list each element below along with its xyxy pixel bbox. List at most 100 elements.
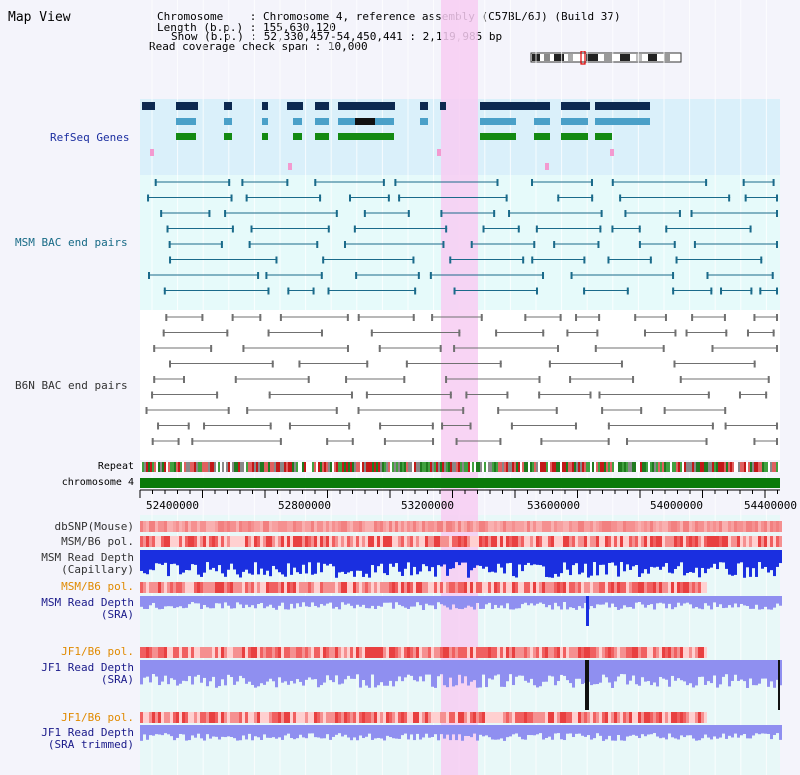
- msm-b6-pol-sra-band: [581, 582, 584, 593]
- msm-capillary-depth: [215, 550, 218, 572]
- msm-bac-pair: [626, 287, 629, 295]
- msm-bac-pair: [535, 287, 538, 295]
- dbsnp-band: [692, 521, 695, 532]
- dbsnp-band: [764, 521, 767, 532]
- jf1-b6-pol-trimmed-band: [416, 712, 419, 723]
- msm-b6-pol-band: [206, 536, 209, 547]
- repeat-band: [538, 462, 540, 472]
- track-label-msm-bac[interactable]: MSM BAC end pairs: [15, 236, 128, 249]
- jf1-b6-pol-trimmed-band: [197, 712, 200, 723]
- msm-sra-depth: [632, 596, 635, 609]
- jf1-trimmed-depth: [221, 725, 224, 737]
- msm-b6-pol-band: [494, 536, 497, 547]
- msm-b6-pol-band: [665, 536, 668, 547]
- jf1-b6-pol-trimmed-band: [332, 712, 335, 723]
- jf1-sra-depth: [488, 660, 491, 679]
- msm-sra-depth: [248, 596, 251, 608]
- msm-b6-pol-band: [458, 536, 461, 547]
- msm-b6-pol-sra-band: [347, 582, 350, 593]
- msm-bac-pair: [327, 287, 330, 295]
- msm-bac-pair: [675, 256, 678, 264]
- jf1-b6-pol-trimmed-band: [377, 712, 380, 723]
- dbsnp-band: [632, 521, 635, 532]
- msm-b6-pol-sra-band: [194, 582, 197, 593]
- jf1-trimmed-depth: [251, 725, 254, 741]
- jf1-b6-pol-trimmed-band: [245, 712, 248, 723]
- msm-b6-pol-sra-band: [419, 582, 422, 593]
- jf1-b6-pol-band: [257, 647, 260, 658]
- msm-b6-pol-band: [371, 536, 374, 547]
- jf1-sra-depth: [419, 660, 422, 677]
- jf1-sra-depth: [173, 660, 176, 680]
- axis-tick-label: 53200000: [401, 499, 454, 512]
- msm-sra-depth: [140, 596, 143, 607]
- repeat-band: [260, 462, 262, 472]
- repeat-band: [432, 462, 434, 472]
- msm-bac-pair: [672, 272, 675, 279]
- b6n-bac-pair: [643, 329, 646, 337]
- jf1-trimmed-depth: [557, 725, 560, 734]
- repeat-band: [218, 462, 220, 472]
- jf1-trimmed-depth: [254, 725, 257, 737]
- jf1-b6-pol-band: [305, 647, 308, 658]
- track-label-chromosome: chromosome 4: [61, 477, 134, 488]
- msm-b6-pol-sra-band: [473, 582, 476, 593]
- dbsnp-band: [707, 521, 710, 532]
- jf1-sra-depth: [287, 660, 290, 685]
- dbsnp-band: [401, 521, 404, 532]
- track-label-b6n-bac[interactable]: B6N BAC end pairs: [15, 379, 128, 392]
- jf1-b6-pol-band: [347, 647, 350, 658]
- msm-b6-pol-sra-band: [686, 582, 689, 593]
- msm-b6-pol-band: [773, 536, 776, 547]
- msm-capillary-depth: [296, 550, 299, 573]
- b6n-bac-pair: [725, 329, 728, 337]
- b6n-bac-pair: [765, 391, 768, 399]
- msm-b6-pol-sra-band: [611, 582, 614, 593]
- dbsnp-band: [347, 521, 350, 532]
- jf1-trimmed-depth: [752, 725, 755, 736]
- jf1-sra-depth: [200, 660, 203, 683]
- jf1-trimmed-depth: [299, 725, 302, 735]
- msm-sra-depth: [608, 596, 611, 608]
- jf1-trimmed-depth: [596, 725, 599, 734]
- msm-b6-pol-sra-band: [650, 582, 653, 593]
- repeat-band: [320, 462, 322, 472]
- track-label-refseq[interactable]: RefSeq Genes: [50, 131, 130, 144]
- msm-capillary-depth: [623, 550, 626, 572]
- repeat-band: [312, 462, 314, 472]
- msm-capillary-depth: [386, 550, 389, 576]
- repeat-band: [730, 462, 732, 472]
- repeat-band: [364, 462, 366, 472]
- repeat-band: [358, 462, 360, 472]
- msm-capillary-depth: [317, 550, 320, 563]
- jf1-b6-pol-trimmed-band: [689, 712, 692, 723]
- msm-sra-depth: [212, 596, 215, 609]
- jf1-sra-depth: [479, 660, 482, 688]
- dbsnp-band: [599, 521, 602, 532]
- repeat-band: [532, 462, 534, 472]
- jf1-b6-pol-band: [479, 647, 482, 658]
- jf1-b6-pol-band: [590, 647, 593, 658]
- msm-b6-pol-band: [347, 536, 350, 547]
- dbsnp-band: [416, 521, 419, 532]
- repeat-band: [314, 462, 316, 472]
- jf1-trimmed-depth: [272, 725, 275, 738]
- msm-bac-pair: [570, 272, 573, 279]
- repeat-band: [616, 462, 618, 472]
- b6n-bac-pair: [162, 329, 165, 337]
- jf1-sra-depth: [242, 660, 245, 679]
- jf1-sra-depth: [740, 660, 743, 680]
- dbsnp-band: [746, 521, 749, 532]
- dbsnp-band: [584, 521, 587, 532]
- repeat-band: [442, 462, 444, 472]
- dbsnp-band: [260, 521, 263, 532]
- dbsnp-band: [449, 521, 452, 532]
- dbsnp-band: [518, 521, 521, 532]
- msm-b6-pol-band: [767, 536, 770, 547]
- jf1-trimmed-depth: [683, 725, 686, 738]
- msm-b6-pol-band: [455, 536, 458, 547]
- jf1-trimmed-depth: [542, 725, 545, 740]
- msm-capillary-depth: [716, 550, 719, 570]
- msm-capillary-depth: [641, 550, 644, 574]
